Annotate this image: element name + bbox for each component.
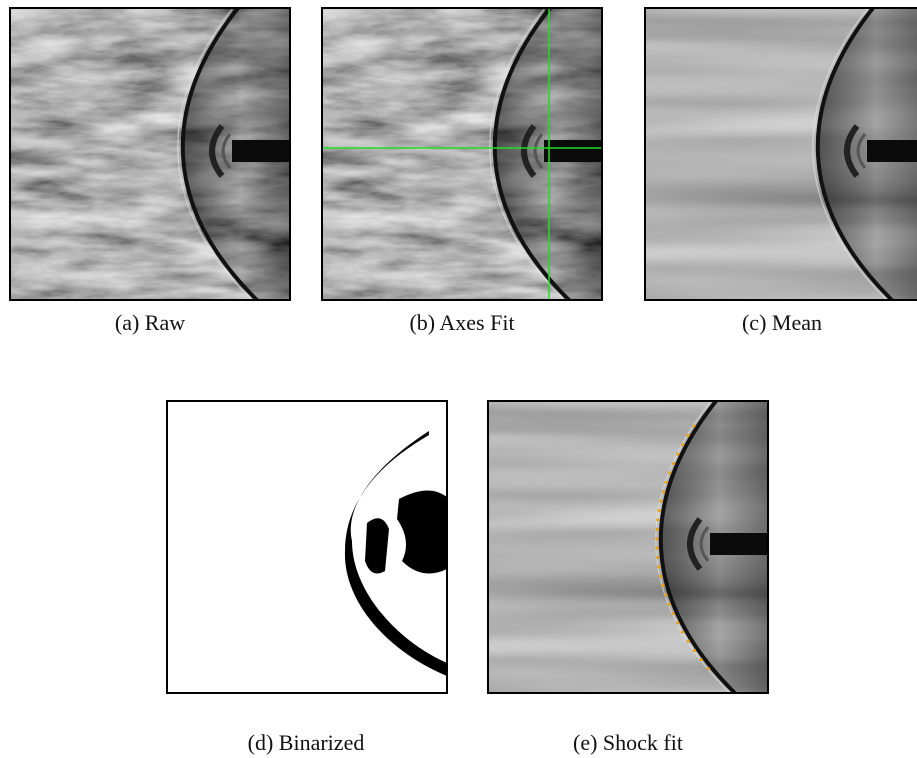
fit-point: [664, 593, 667, 596]
fit-point: [656, 556, 659, 559]
fit-point: [661, 584, 664, 587]
fit-point: [687, 640, 690, 643]
panel-raw: [10, 3, 300, 305]
fit-point: [668, 603, 671, 606]
fit-point: [676, 621, 679, 624]
fit-point: [656, 528, 659, 531]
caption: (a) Raw: [115, 310, 185, 335]
fit-point: [668, 471, 671, 474]
panel-fit: [488, 396, 778, 698]
caption: (b) Axes Fit: [409, 310, 514, 335]
fit-point: [656, 518, 659, 521]
fit-point: [657, 565, 660, 568]
panel-mean: [645, 3, 917, 305]
fit-point: [672, 462, 675, 465]
panel-bin: [167, 401, 447, 693]
fit-point: [658, 509, 661, 512]
model-sting: [232, 140, 292, 162]
fit-point: [693, 649, 696, 652]
fit-point: [692, 425, 695, 428]
caption: (c) Mean: [742, 310, 822, 335]
model-sting: [867, 140, 917, 162]
fit-point: [707, 667, 710, 670]
fit-point: [655, 547, 658, 550]
fit-point: [700, 658, 703, 661]
model-sting: [544, 140, 604, 162]
fit-point: [672, 612, 675, 615]
fit-point: [659, 575, 662, 578]
fit-point: [665, 481, 668, 484]
fit-point: [655, 537, 658, 540]
panel-axes: [322, 3, 612, 305]
fit-point: [681, 630, 684, 633]
caption: (d) Binarized: [248, 730, 365, 755]
fit-point: [686, 434, 689, 437]
fit-point: [662, 490, 665, 493]
fit-point: [660, 500, 663, 503]
fit-point: [676, 453, 679, 456]
fit-point: [681, 443, 684, 446]
page: (a) Raw (b) Axes Fit (c) Mean (d) Binari…: [0, 0, 917, 758]
blob: [365, 518, 389, 573]
figure: (a) Raw (b) Axes Fit (c) Mean (d) Binari…: [0, 0, 917, 758]
model-sting: [710, 533, 770, 555]
caption: (e) Shock fit: [573, 730, 683, 755]
blob: [397, 490, 447, 573]
